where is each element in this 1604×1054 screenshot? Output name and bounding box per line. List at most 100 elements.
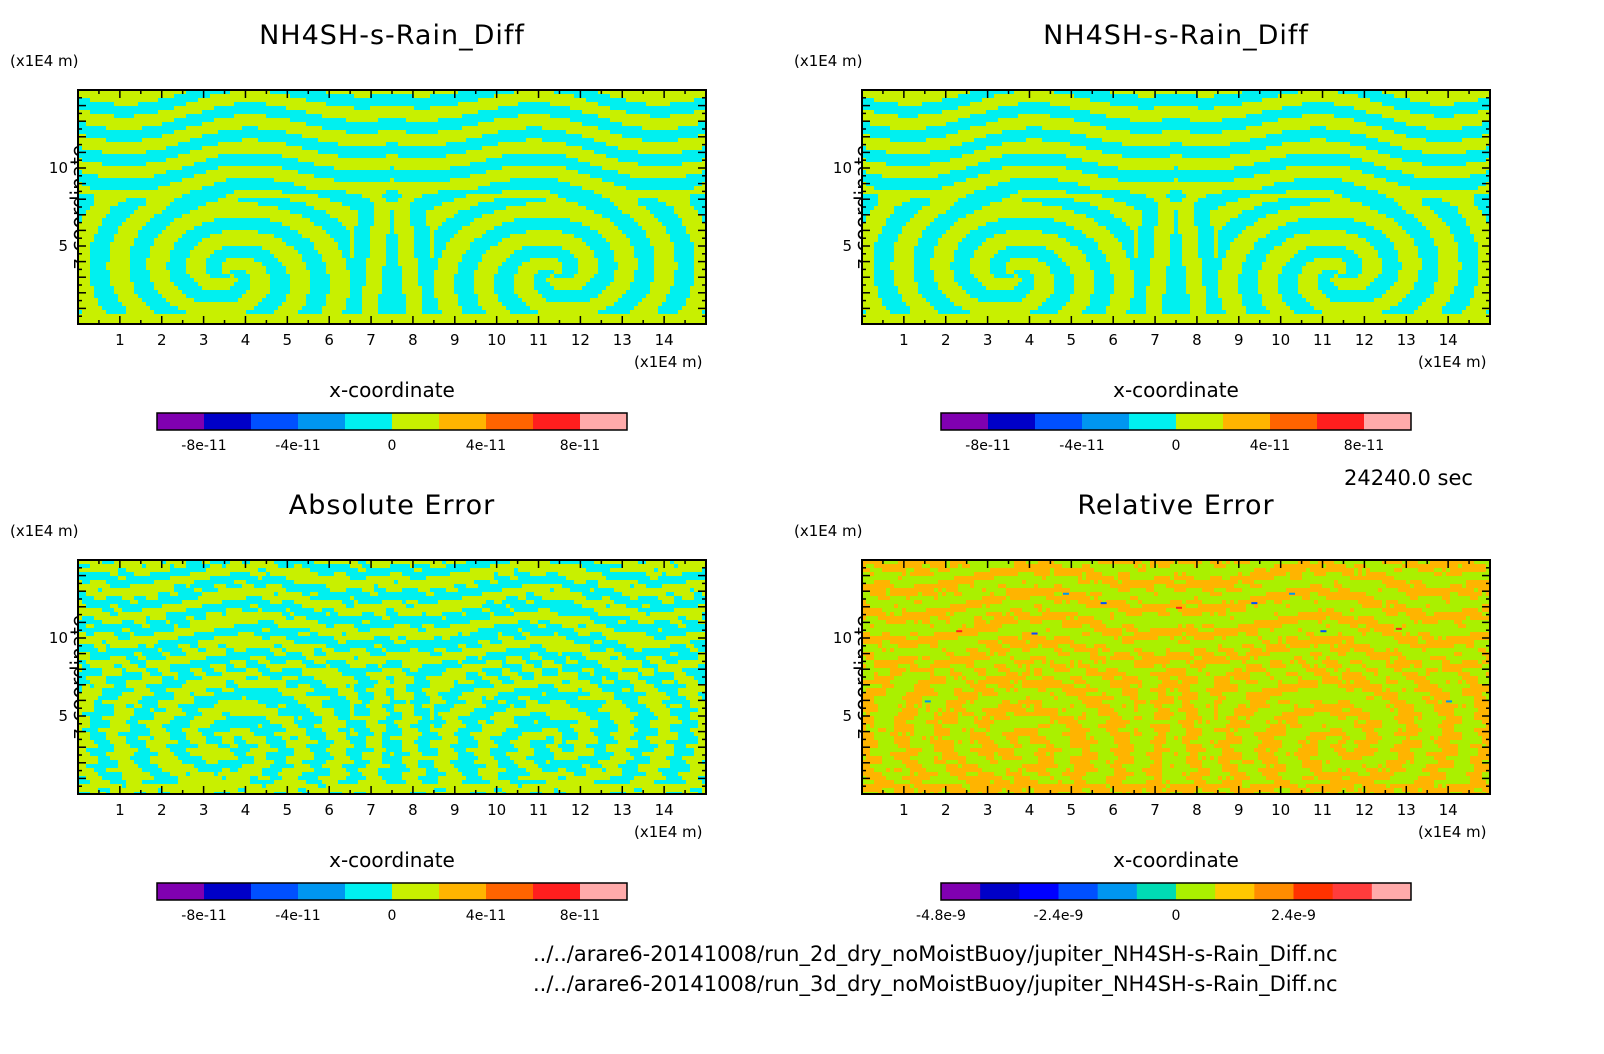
heatmap-band bbox=[654, 620, 670, 624]
heatmap-band bbox=[594, 752, 614, 756]
heatmap-cell bbox=[950, 616, 954, 620]
heatmap-band bbox=[530, 696, 578, 700]
heatmap-band bbox=[482, 604, 506, 608]
heatmap-band bbox=[862, 150, 886, 154]
heatmap-band bbox=[1366, 122, 1406, 126]
heatmap-band bbox=[1202, 274, 1218, 278]
heatmap-cell bbox=[1246, 604, 1250, 608]
heatmap-cell bbox=[1022, 620, 1026, 624]
heatmap-cell bbox=[1202, 676, 1206, 680]
heatmap-cell bbox=[1018, 620, 1022, 624]
heatmap-band bbox=[486, 672, 502, 676]
heatmap-band bbox=[446, 616, 490, 620]
heatmap-cell bbox=[1230, 640, 1234, 644]
heatmap-band bbox=[354, 676, 370, 680]
heatmap-cell bbox=[1422, 572, 1426, 576]
heatmap-band bbox=[458, 768, 478, 772]
heatmap-cell bbox=[890, 600, 894, 604]
heatmap-cell bbox=[1038, 612, 1042, 616]
heatmap-band bbox=[1358, 94, 1394, 98]
heatmap-band bbox=[602, 214, 630, 218]
heatmap-band bbox=[510, 668, 522, 672]
heatmap-band bbox=[90, 270, 110, 274]
heatmap-band bbox=[174, 588, 194, 592]
heatmap-cell bbox=[942, 624, 946, 628]
heatmap-cell bbox=[1310, 644, 1314, 648]
heatmap-cell bbox=[1202, 576, 1206, 580]
heatmap-cell bbox=[1042, 648, 1046, 652]
heatmap-cell bbox=[1094, 560, 1098, 564]
heatmap-cell bbox=[946, 572, 950, 576]
heatmap-cell bbox=[1290, 632, 1294, 636]
heatmap-cell bbox=[1458, 656, 1462, 660]
heatmap-band bbox=[974, 138, 1026, 142]
heatmap-cell bbox=[986, 664, 990, 668]
heatmap-band bbox=[510, 780, 546, 784]
heatmap-cell bbox=[1442, 648, 1446, 652]
heatmap-cell bbox=[1054, 660, 1058, 664]
heatmap-cell bbox=[1402, 668, 1406, 672]
heatmap-band bbox=[154, 174, 194, 178]
heatmap-cell bbox=[1430, 612, 1434, 616]
heatmap-band bbox=[594, 254, 614, 258]
heatmap-cell bbox=[1422, 640, 1426, 644]
heatmap-cell bbox=[1042, 632, 1046, 636]
x-tick-label: 8 bbox=[408, 801, 418, 819]
x-unit-label: (x1E4 m) bbox=[634, 353, 703, 371]
heatmap-cell bbox=[1394, 572, 1398, 576]
heatmap-cell bbox=[914, 636, 918, 640]
heatmap-band bbox=[306, 262, 326, 266]
heatmap-cell bbox=[894, 644, 898, 648]
heatmap-band bbox=[702, 616, 706, 620]
heatmap-cell bbox=[1206, 620, 1210, 624]
heatmap-cell bbox=[1438, 632, 1442, 636]
heatmap-cell bbox=[1238, 596, 1242, 600]
heatmap-band bbox=[634, 732, 658, 736]
heatmap-band bbox=[1230, 218, 1258, 222]
heatmap-band bbox=[1026, 126, 1042, 130]
heatmap-cell bbox=[1050, 652, 1054, 656]
heatmap-band bbox=[1074, 94, 1138, 98]
heatmap-cell bbox=[1222, 620, 1226, 624]
heatmap-band bbox=[1090, 98, 1262, 102]
heatmap-cell bbox=[1018, 656, 1022, 660]
heatmap-cell bbox=[1270, 616, 1274, 620]
heatmap-band bbox=[622, 294, 646, 298]
heatmap-cell bbox=[862, 624, 866, 628]
heatmap-band bbox=[638, 262, 654, 266]
heatmap-cell bbox=[1178, 596, 1182, 600]
heatmap-band bbox=[666, 756, 682, 760]
heatmap-band bbox=[578, 708, 598, 712]
heatmap-cell bbox=[998, 660, 1002, 664]
heatmap-cell bbox=[1302, 580, 1306, 584]
heatmap-cell bbox=[1370, 588, 1374, 592]
heatmap-band bbox=[346, 776, 366, 780]
heatmap-band bbox=[194, 632, 238, 636]
heatmap-cell bbox=[1438, 608, 1442, 612]
heatmap-band bbox=[1458, 278, 1478, 282]
heatmap-cell bbox=[1430, 604, 1434, 608]
heatmap-cell bbox=[1078, 640, 1082, 644]
heatmap-field bbox=[78, 560, 706, 794]
heatmap-cell bbox=[1174, 568, 1178, 572]
heatmap-band bbox=[410, 210, 426, 214]
heatmap-band bbox=[286, 142, 338, 146]
heatmap-band bbox=[314, 756, 334, 760]
heatmap-band bbox=[534, 286, 554, 290]
heatmap-band bbox=[1458, 258, 1478, 262]
heatmap-band bbox=[962, 286, 986, 290]
heatmap-band bbox=[390, 210, 394, 214]
heatmap-cell bbox=[1298, 664, 1302, 668]
heatmap-cell bbox=[1110, 652, 1114, 656]
heatmap-cell bbox=[1178, 660, 1182, 664]
heatmap-cell bbox=[1162, 568, 1166, 572]
heatmap-cell bbox=[1146, 572, 1150, 576]
heatmap-cell bbox=[1134, 576, 1138, 580]
heatmap-band bbox=[78, 102, 114, 106]
x-tick-label: 3 bbox=[983, 331, 993, 349]
heatmap-band bbox=[306, 98, 478, 102]
heatmap-cell bbox=[1158, 592, 1162, 596]
heatmap-cell bbox=[1298, 668, 1302, 672]
heatmap-cell bbox=[1286, 628, 1290, 632]
heatmap-cell bbox=[1370, 632, 1374, 636]
